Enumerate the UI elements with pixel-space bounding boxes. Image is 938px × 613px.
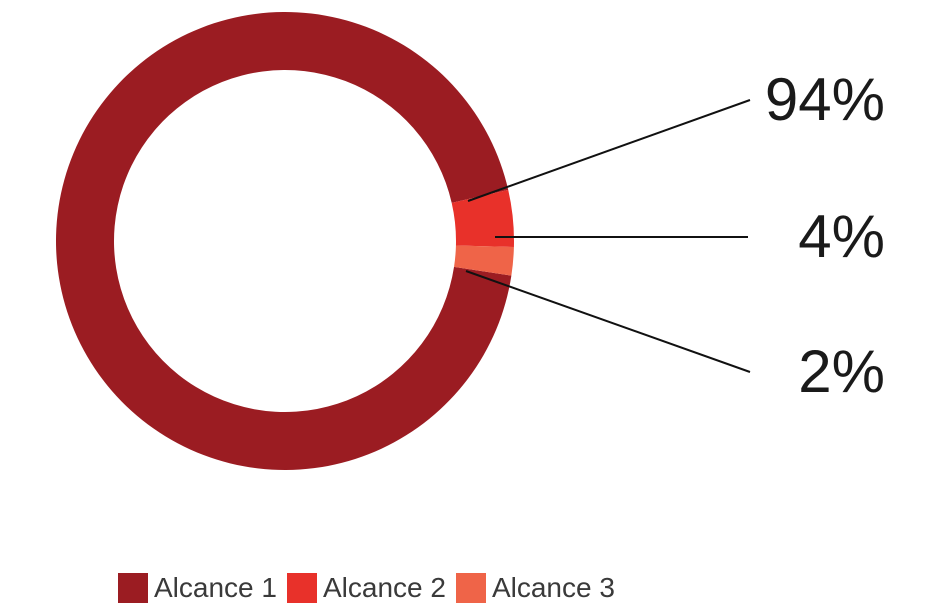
legend-item-alcance-1: Alcance 1 bbox=[118, 572, 277, 604]
legend: Alcance 1 Alcance 2 Alcance 3 bbox=[118, 572, 625, 604]
leader-lines-group bbox=[465, 99, 751, 373]
slices-group bbox=[56, 12, 514, 471]
legend-item-alcance-3: Alcance 3 bbox=[455, 572, 615, 604]
legend-label-2: Alcance 2 bbox=[322, 572, 446, 603]
legend-label-3: Alcance 3 bbox=[491, 572, 615, 603]
legend-swatch-3 bbox=[455, 573, 486, 603]
value-label-1: 94% bbox=[765, 66, 885, 133]
donut-slice-2 bbox=[451, 189, 514, 247]
legend-swatch-2 bbox=[286, 573, 317, 603]
legend-swatch-1 bbox=[118, 573, 148, 603]
value-label-3: 2% bbox=[798, 338, 885, 405]
value-labels-group: 94% 4% 2% bbox=[765, 66, 885, 405]
donut-slice-3 bbox=[454, 245, 514, 276]
leader-line-3 bbox=[465, 270, 751, 373]
legend-label-1: Alcance 1 bbox=[154, 572, 277, 603]
value-label-2: 4% bbox=[798, 203, 885, 270]
legend-item-alcance-2: Alcance 2 bbox=[286, 572, 446, 604]
donut-slice-1 bbox=[56, 12, 512, 471]
leader-line-1 bbox=[467, 99, 751, 202]
